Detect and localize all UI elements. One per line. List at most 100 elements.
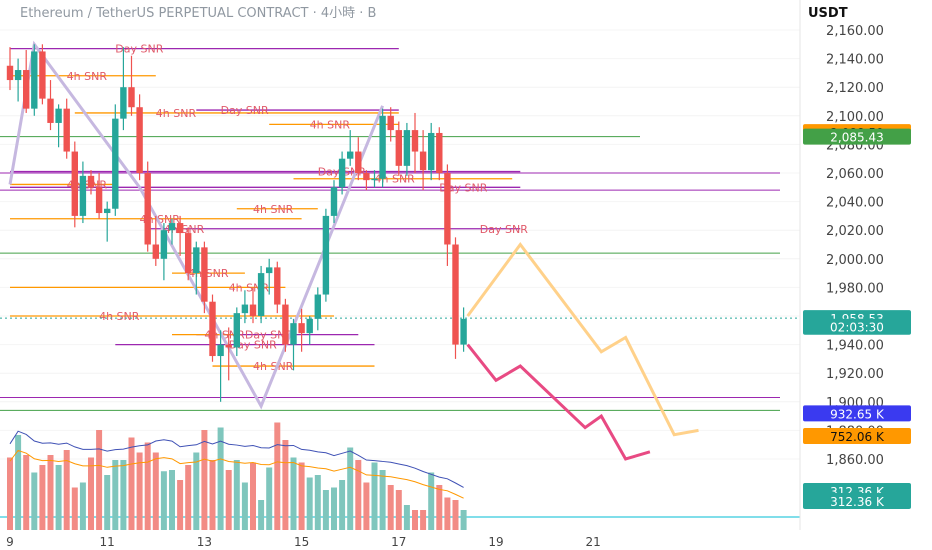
time-tick-label: 9 (6, 535, 14, 549)
snr-label: 4h SNR (99, 310, 140, 323)
candle-body (160, 230, 168, 259)
volume-bar (128, 437, 135, 530)
volume-bar (258, 500, 265, 530)
snr-label: Day SNR (221, 104, 269, 117)
price-axis: 2,160.002,140.002,120.002,100.002,080.00… (826, 24, 884, 468)
candle-body (23, 70, 30, 109)
volume-bar (152, 452, 159, 530)
snr-label: 4h SNR (253, 360, 294, 373)
snr-label: Day SNR (115, 43, 163, 56)
volume-bar (169, 470, 175, 530)
snr-label: Day SNR (480, 223, 528, 236)
volume-bar (403, 505, 410, 530)
candle-body (403, 130, 411, 166)
candlesticks (6, 44, 467, 402)
price-badge (803, 318, 911, 335)
volume-badge (803, 492, 911, 509)
volume-bar (7, 457, 13, 530)
volume-bar (209, 460, 216, 530)
volume-bar (193, 452, 200, 530)
price-tick-label: 1,920.00 (826, 367, 884, 382)
volume-bar (23, 455, 30, 530)
price-tick-label: 2,060.00 (826, 167, 884, 182)
candle-body (395, 130, 402, 166)
price-badge-text: 02:03:30 (830, 321, 884, 335)
price-tick-label: 1,940.00 (826, 339, 884, 354)
volume-bar (104, 475, 111, 530)
price-tick-label: 2,140.00 (826, 53, 884, 68)
candle-body (411, 130, 419, 152)
volume-badge-text: 312.36 K (830, 495, 885, 509)
candle-body (201, 247, 208, 302)
volume-bar (15, 435, 22, 530)
volume-bar (428, 472, 435, 530)
snr-label: 4h SNR (253, 203, 294, 216)
candle-body (460, 318, 467, 345)
candle-body (71, 151, 78, 216)
volume-bar (96, 430, 103, 530)
volume-ma-orange (9, 449, 464, 499)
volume-bar (112, 460, 119, 530)
candle-body (371, 178, 378, 181)
volume-bar (314, 475, 321, 530)
volume-bar (185, 465, 192, 530)
volume-bar (233, 460, 240, 530)
price-tick-label: 2,120.00 (826, 81, 884, 96)
candle-body (136, 107, 143, 173)
volume-bar (387, 485, 394, 530)
snr-levels: Day SNR 4h SNR 4h SNR Day SNR 4h SNR Day SNR 4… (0, 43, 800, 518)
candle-body (298, 323, 305, 334)
candle-body (347, 151, 354, 159)
candle-body (290, 323, 297, 345)
candle-body (168, 223, 176, 231)
volume-bar (79, 482, 86, 530)
snr-label: 4h SNR (310, 118, 351, 131)
volume-bar (290, 457, 297, 530)
candle-body (419, 151, 427, 171)
snr-label: 4h SNR (67, 70, 108, 83)
candle-body (379, 115, 386, 179)
volume-bar (363, 482, 370, 530)
time-tick-label: 11 (100, 535, 115, 549)
price-tick-label: 1,860.00 (826, 453, 884, 468)
candle-body (314, 294, 321, 319)
volume-bar (241, 482, 248, 530)
volume-bar (298, 462, 305, 530)
candle-body (112, 118, 119, 209)
candle-body (185, 233, 192, 274)
volume-bar (371, 462, 378, 530)
snr-label: Day SNR (439, 181, 487, 194)
volume-bar (282, 440, 289, 530)
time-tick-label: 15 (294, 535, 309, 549)
volume-bar (136, 452, 143, 530)
volume-ma-blue (9, 430, 464, 488)
price-badge (803, 128, 911, 145)
volume-bar (160, 471, 167, 530)
candle-body (355, 151, 362, 173)
volume-bars (7, 422, 467, 530)
candle-body (104, 208, 111, 214)
candle-body (444, 173, 451, 245)
price-tick-label: 2,040.00 (826, 196, 884, 211)
volume-badge (803, 427, 911, 444)
time-tick-label: 19 (488, 535, 503, 549)
volume-bar (88, 457, 94, 530)
volume-bar (452, 500, 459, 530)
volume-bar (322, 490, 329, 530)
volume-bar (39, 465, 46, 530)
candle-body (55, 108, 62, 123)
candle-body (128, 87, 135, 108)
volume-bar (444, 497, 451, 530)
volume-bar (201, 430, 208, 530)
volume-bar (395, 490, 402, 530)
price-tick-label: 2,020.00 (826, 224, 884, 239)
candle-body (249, 304, 257, 316)
volume-bar (436, 485, 443, 530)
projection-bearish-path (466, 343, 651, 461)
candle-body (241, 304, 249, 314)
projection-paths (466, 241, 699, 461)
volume-bar (420, 510, 427, 530)
volume-bar (379, 470, 386, 530)
candle-body (338, 158, 346, 188)
